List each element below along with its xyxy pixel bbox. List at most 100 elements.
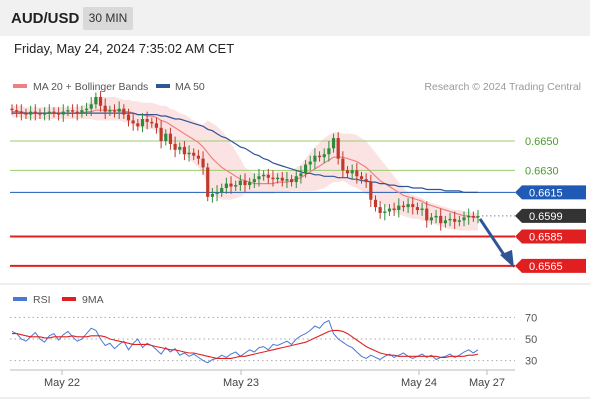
rsi-tick-30: 30 (525, 356, 537, 368)
candle-body (210, 193, 214, 197)
candle-body (24, 113, 28, 115)
candle-body (215, 192, 219, 194)
candle-body (154, 123, 159, 128)
level-0-6585-badge (515, 229, 586, 244)
candle-body (61, 111, 65, 115)
x-axis-ticks: May 22 May 23 May 24 May 27 (44, 370, 505, 389)
candle-body (84, 108, 89, 111)
candle-body (164, 133, 168, 141)
candle-body (476, 215, 480, 218)
x-tick-label: May 23 (223, 377, 259, 389)
forecast-arrow-shaft (478, 218, 508, 259)
candle-body (471, 215, 475, 218)
rsi-line (11, 319, 479, 364)
rsi-ma-line (12, 329, 479, 359)
candle-body (434, 215, 438, 218)
candle-body (66, 110, 70, 112)
candle-body (33, 111, 37, 114)
forecast-arrow (478, 218, 514, 268)
candle-body (392, 208, 396, 211)
candle-body (429, 217, 433, 221)
candle-body (411, 204, 415, 208)
timestamp: Friday, May 24, 2024 7:35:02 AM CET (14, 41, 235, 56)
candle-body (322, 154, 326, 158)
candle-body (345, 170, 350, 174)
candle-body (443, 220, 447, 224)
candle-body (359, 176, 364, 180)
candle-body (126, 114, 131, 121)
x-tick-label: May 22 (44, 377, 80, 389)
candle-body (299, 173, 303, 177)
timeframe-button[interactable]: 30 MIN (83, 7, 133, 30)
candle-body (70, 110, 75, 112)
candle-body (47, 111, 51, 114)
x-tick-label: May 27 (469, 377, 505, 389)
candle-body (80, 110, 84, 114)
candle-body (341, 158, 345, 171)
candle-body (280, 177, 284, 181)
candle-body (355, 170, 359, 177)
legend-swatch-ma50 (156, 84, 170, 88)
candle-body (173, 143, 177, 150)
candle-body (467, 215, 471, 218)
rsi-tick-70: 70 (525, 312, 537, 324)
candle-body (150, 121, 154, 124)
candle-body (196, 155, 200, 159)
candle-body (383, 211, 387, 213)
candle-body (350, 170, 354, 174)
candle-body (220, 188, 224, 193)
candle-body (201, 158, 205, 168)
candle-body (364, 179, 368, 183)
candle-body (98, 96, 103, 106)
candle-body (276, 177, 280, 180)
candle-body (257, 176, 261, 180)
level-0-6565-badge (515, 258, 586, 273)
candle-body (43, 113, 47, 115)
candle-body (462, 217, 466, 221)
level-0-6599-label: 0.6599 (529, 211, 563, 223)
candles (10, 91, 480, 231)
candle-body (243, 180, 247, 186)
ma50-line (12, 112, 478, 193)
level-0-6650-label: 0.6650 (525, 136, 559, 148)
price-legend: MA 20 + Bollinger Bands MA 50 (13, 81, 205, 93)
candle-body (248, 182, 252, 186)
candle-body (448, 218, 452, 221)
candle-body (378, 207, 382, 213)
candle-body (234, 185, 238, 187)
candle-body (229, 183, 233, 187)
candle-body (266, 174, 270, 178)
candle-body (112, 110, 117, 112)
credit-text: Research © 2024 Trading Central (424, 81, 581, 93)
candle-body (10, 108, 14, 111)
candle-body (308, 161, 312, 165)
candle-body (271, 177, 275, 180)
forecast-arrow-head (500, 249, 514, 268)
candle-body (122, 108, 126, 115)
candle-body (294, 176, 298, 183)
candle-body (331, 138, 336, 149)
candle-body (29, 111, 33, 115)
legend-swatch-rsi-ma (62, 297, 76, 301)
level-0-6630-label: 0.6630 (525, 165, 559, 177)
legend-label-bollinger: MA 20 + Bollinger Bands (33, 81, 148, 93)
candle-body (387, 208, 392, 212)
candle-body (159, 127, 163, 141)
candle-body (178, 146, 182, 150)
candle-body (182, 146, 187, 155)
candle-body (406, 204, 410, 208)
candle-body (192, 152, 196, 156)
level-0-6615-badge (515, 185, 586, 200)
x-tick-label: May 24 (401, 377, 437, 389)
legend-label-rsi-ma: 9MA (82, 294, 104, 306)
candle-body (401, 205, 406, 208)
candle-body (168, 133, 173, 144)
candle-body (75, 111, 79, 114)
level-0-6585-label: 0.6585 (529, 231, 563, 243)
candle-body (19, 111, 23, 114)
candle-body (103, 105, 107, 112)
candle-body (89, 104, 93, 109)
candle-body (15, 110, 19, 112)
candle-body (57, 113, 61, 115)
